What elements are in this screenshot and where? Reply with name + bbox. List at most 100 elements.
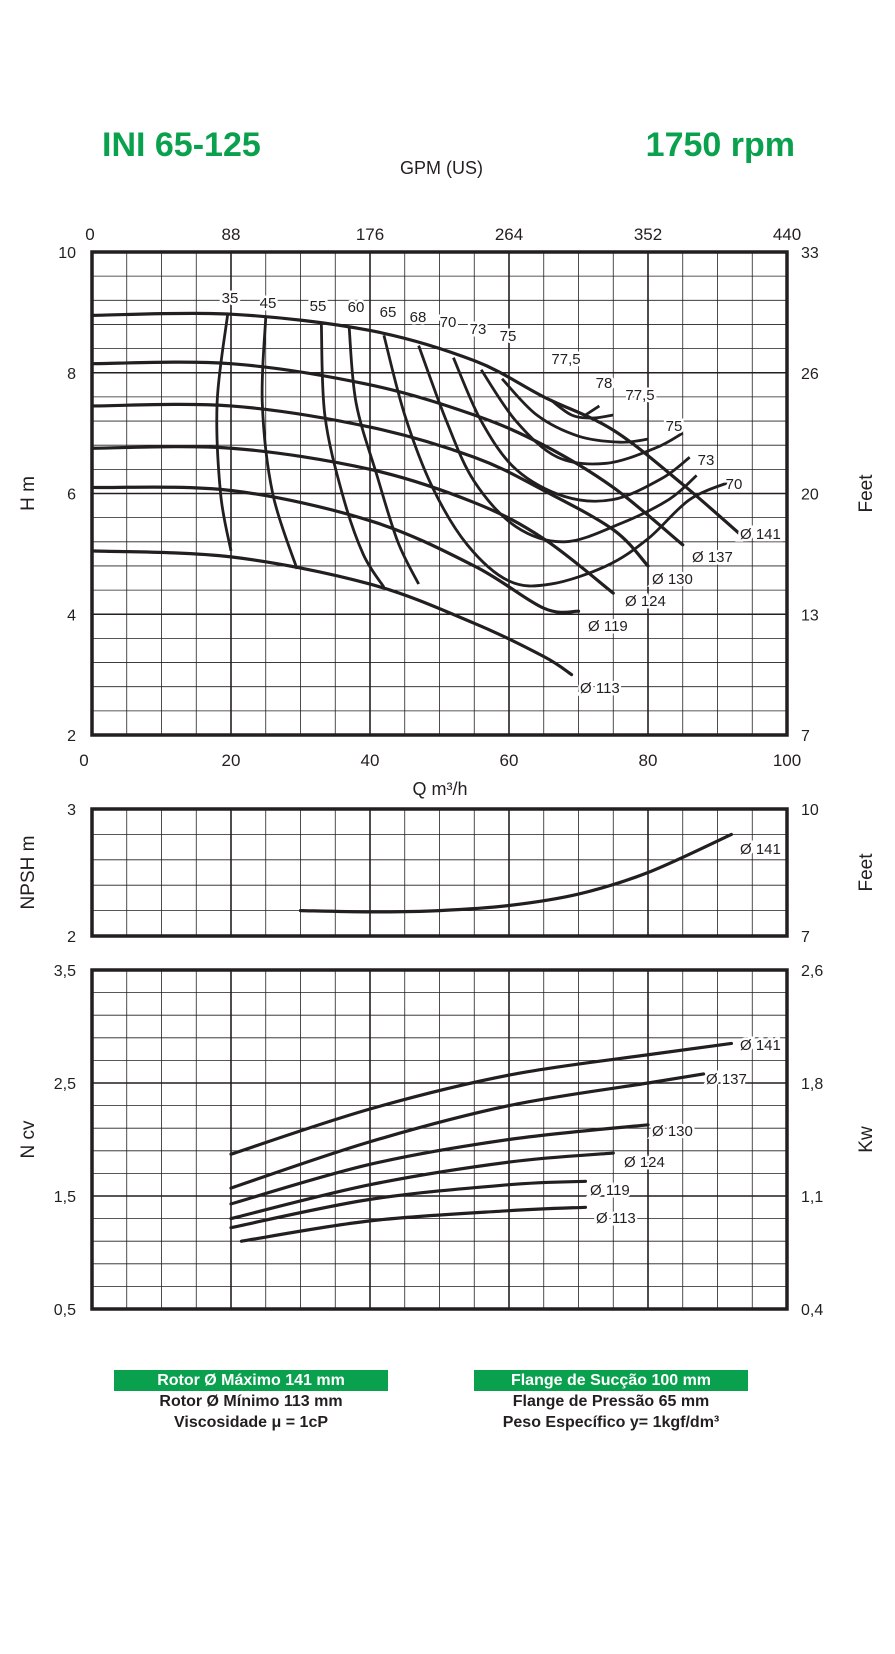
efficiency-label: 45 (260, 295, 277, 312)
power-ytick-left: 2,5 (54, 1076, 76, 1093)
efficiency-curve (452, 357, 691, 503)
power-ytick-left: 1,5 (54, 1189, 76, 1206)
efficiency-curve (549, 398, 614, 420)
npsh-ytick-left: 2 (67, 929, 76, 946)
power-frame (90, 968, 789, 1311)
q-tick-label: 100 (773, 751, 801, 770)
efficiency-label: 68 (410, 309, 427, 326)
efficiency-label: 60 (348, 299, 365, 316)
gpm-axis-title: GPM (US) (400, 158, 483, 178)
head-ytick-right: 33 (801, 245, 819, 262)
efficiency-label: 75 (666, 418, 683, 435)
head-series-label: Ø 113 (580, 680, 620, 697)
efficiency-curve (215, 315, 233, 552)
head-series-line (90, 311, 740, 535)
power-series-line (229, 1072, 706, 1190)
power-ytick-right: 0,4 (801, 1302, 823, 1319)
efficiency-label: 75 (500, 328, 517, 345)
efficiency-curve (347, 327, 420, 585)
info-suction-flange: Flange de Sucção 100 mm (474, 1370, 748, 1391)
npsh-series-label: Ø 141 (740, 841, 781, 858)
power-series-line (229, 1179, 588, 1230)
pump-speed-title: 1750 rpm (645, 126, 795, 164)
pump-model-title: INI 65-125 (102, 126, 261, 164)
efficiency-label: 55 (310, 298, 327, 315)
efficiency-curve (584, 404, 601, 417)
gpm-tick-label: 0 (85, 225, 94, 244)
head-ylabel-left: H m (18, 476, 39, 511)
gpm-tick-label: 264 (495, 225, 523, 244)
info-max-rotor: Rotor Ø Máximo 141 mm (114, 1370, 388, 1391)
power-ytick-right: 1,8 (801, 1076, 823, 1093)
npsh-series-line (298, 832, 733, 914)
gpm-tick-label: 88 (222, 225, 241, 244)
head-series-label: Ø 119 (588, 618, 628, 635)
power-series-line (229, 1123, 650, 1206)
head-series-label: Ø 130 (652, 571, 693, 588)
efficiency-label: 73 (698, 452, 715, 469)
q-tick-label: 80 (639, 751, 658, 770)
head-ylabel-right: Feet (856, 474, 877, 513)
power-ytick-left: 3,5 (54, 963, 76, 980)
info-viscosity: Viscosidade μ = 1cP (173, 1414, 329, 1431)
info-left-block: Rotor Ø Máximo 141 mm Rotor Ø Mínimo 113… (114, 1370, 388, 1433)
q-tick-label: 60 (500, 751, 519, 770)
head-series-line (90, 360, 685, 547)
head-frame (90, 250, 789, 737)
head-ytick-left: 4 (67, 607, 76, 624)
q-axis-title: Q m³/h (412, 779, 467, 799)
head-ytick-left: 6 (67, 487, 76, 504)
efficiency-label: 35 (222, 290, 239, 307)
info-specific-weight: Peso Específico y= 1kgf/dm³ (502, 1414, 720, 1431)
power-series-label: Ø 113 (596, 1210, 636, 1227)
power-series-line (239, 1205, 588, 1243)
head-series-line (90, 402, 650, 568)
power-series-line (229, 1151, 615, 1221)
head-ytick-left: 2 (67, 728, 76, 745)
head-series-label: Ø 141 (740, 526, 781, 543)
efficiency-label: 65 (380, 304, 397, 321)
power-series-label: Ø 141 (740, 1037, 781, 1054)
head-ytick-right: 26 (801, 366, 819, 383)
head-series-label: Ø 137 (692, 549, 733, 566)
power-ylabel-left: N cv (18, 1120, 39, 1159)
npsh-ylabel-right: Feet (856, 853, 877, 892)
head-series-label: Ø 124 (625, 593, 666, 610)
head-series-line (90, 549, 574, 677)
head-ytick-right: 20 (801, 487, 819, 504)
power-series-label: Ø 119 (590, 1182, 630, 1199)
info-min-rotor: Rotor Ø Mínimo 113 mm (159, 1393, 343, 1410)
head-series-line (90, 485, 581, 614)
power-ylabel-right: Kw (856, 1126, 877, 1153)
q-tick-label: 0 (79, 751, 88, 770)
efficiency-label: 70 (440, 314, 457, 331)
power-series-label: Ø 137 (706, 1071, 747, 1088)
efficiency-label: 70 (726, 476, 743, 493)
npsh-ytick-right: 10 (801, 802, 819, 819)
power-series-line (229, 1041, 733, 1156)
efficiency-label: 77,5 (551, 351, 580, 368)
power-ytick-right: 1,1 (801, 1189, 823, 1206)
npsh-ytick-left: 3 (67, 802, 76, 819)
efficiency-curve (417, 345, 698, 544)
efficiency-label: 73 (470, 321, 487, 338)
power-series-label: Ø 130 (652, 1123, 693, 1140)
head-ytick-left: 8 (67, 366, 76, 383)
q-tick-label: 20 (222, 751, 241, 770)
info-pressure-flange: Flange de Pressão 65 mm (512, 1393, 710, 1410)
npsh-frame (90, 807, 789, 938)
efficiency-curve (260, 317, 299, 570)
npsh-ylabel-left: NPSH m (18, 836, 39, 910)
gpm-tick-label: 176 (356, 225, 384, 244)
power-series-label: Ø 124 (624, 1154, 665, 1171)
info-right-block: Flange de Sucção 100 mm Flange de Pressã… (474, 1370, 748, 1433)
head-series-line (90, 445, 615, 595)
q-tick-label: 40 (361, 751, 380, 770)
npsh-ytick-right: 7 (801, 929, 810, 946)
head-ytick-right: 13 (801, 607, 819, 624)
head-ytick-right: 7 (801, 728, 810, 745)
npsh-grid (91, 808, 788, 937)
efficiency-label: 78 (596, 375, 613, 392)
efficiency-label: 77,5 (625, 387, 654, 404)
